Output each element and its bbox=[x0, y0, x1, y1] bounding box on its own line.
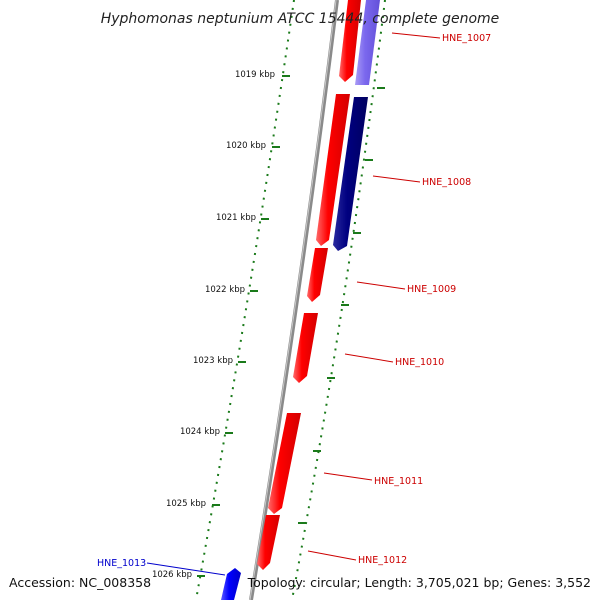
ruler-label: 1019 kbp bbox=[235, 70, 275, 80]
ruler-labels: 1019 kbp 1020 kbp 1021 kbp 1022 kbp 1023… bbox=[152, 70, 275, 580]
map-title: Hyphomonas neptunium ATCC 15444, complet… bbox=[101, 11, 500, 27]
gene-label[interactable]: HNE_1010 bbox=[395, 357, 444, 368]
gene-leader-line bbox=[307, 550, 357, 561]
gene-feature-reverse[interactable] bbox=[355, 0, 380, 85]
ruler-label: 1026 kbp bbox=[152, 570, 192, 580]
ruler-label: 1023 kbp bbox=[193, 356, 233, 366]
gene-leaders bbox=[146, 32, 441, 576]
genome-backbone bbox=[249, 0, 339, 600]
ruler-label: 1022 kbp bbox=[205, 285, 245, 295]
ruler-arc-outer bbox=[291, 0, 386, 600]
ruler-label: 1021 kbp bbox=[216, 213, 256, 223]
gene-leader-line bbox=[323, 472, 373, 481]
ruler-ticks bbox=[197, 75, 290, 577]
gene-feature-forward[interactable] bbox=[293, 313, 318, 383]
outer-ticks bbox=[298, 87, 385, 524]
accession-text: Accession: NC_008358 bbox=[9, 575, 151, 590]
gene-labels: HNE_1007 HNE_1008 HNE_1009 HNE_1010 HNE_… bbox=[97, 33, 491, 569]
topology-text: Topology: circular; Length: 3,705,021 bp… bbox=[247, 575, 591, 590]
gene-leader-line bbox=[391, 32, 441, 39]
ruler-label: 1020 kbp bbox=[226, 141, 266, 151]
gene-leader-line bbox=[356, 281, 406, 290]
gene-leader-line bbox=[372, 175, 421, 183]
gene-feature-reverse[interactable] bbox=[221, 568, 241, 600]
gene-feature-forward[interactable] bbox=[339, 0, 361, 82]
gene-feature-reverse[interactable] bbox=[333, 97, 368, 251]
gene-leader-line bbox=[344, 353, 394, 363]
gene-leader-line bbox=[146, 562, 226, 576]
gene-label[interactable]: HNE_1007 bbox=[442, 33, 491, 44]
gene-feature-forward[interactable] bbox=[307, 248, 328, 302]
gene-label[interactable]: HNE_1011 bbox=[374, 476, 423, 487]
gene-feature-forward[interactable] bbox=[257, 515, 280, 570]
gene-feature-forward[interactable] bbox=[268, 413, 301, 514]
gene-feature-forward[interactable] bbox=[316, 94, 350, 246]
gene-label[interactable]: HNE_1012 bbox=[358, 555, 407, 566]
ruler-label: 1024 kbp bbox=[180, 427, 220, 437]
gene-label[interactable]: HNE_1009 bbox=[407, 284, 456, 295]
ruler-label: 1025 kbp bbox=[166, 499, 206, 509]
genome-backbone-highlight bbox=[249, 0, 337, 600]
gene-label[interactable]: HNE_1013 bbox=[97, 558, 146, 569]
gene-label[interactable]: HNE_1008 bbox=[422, 177, 471, 188]
